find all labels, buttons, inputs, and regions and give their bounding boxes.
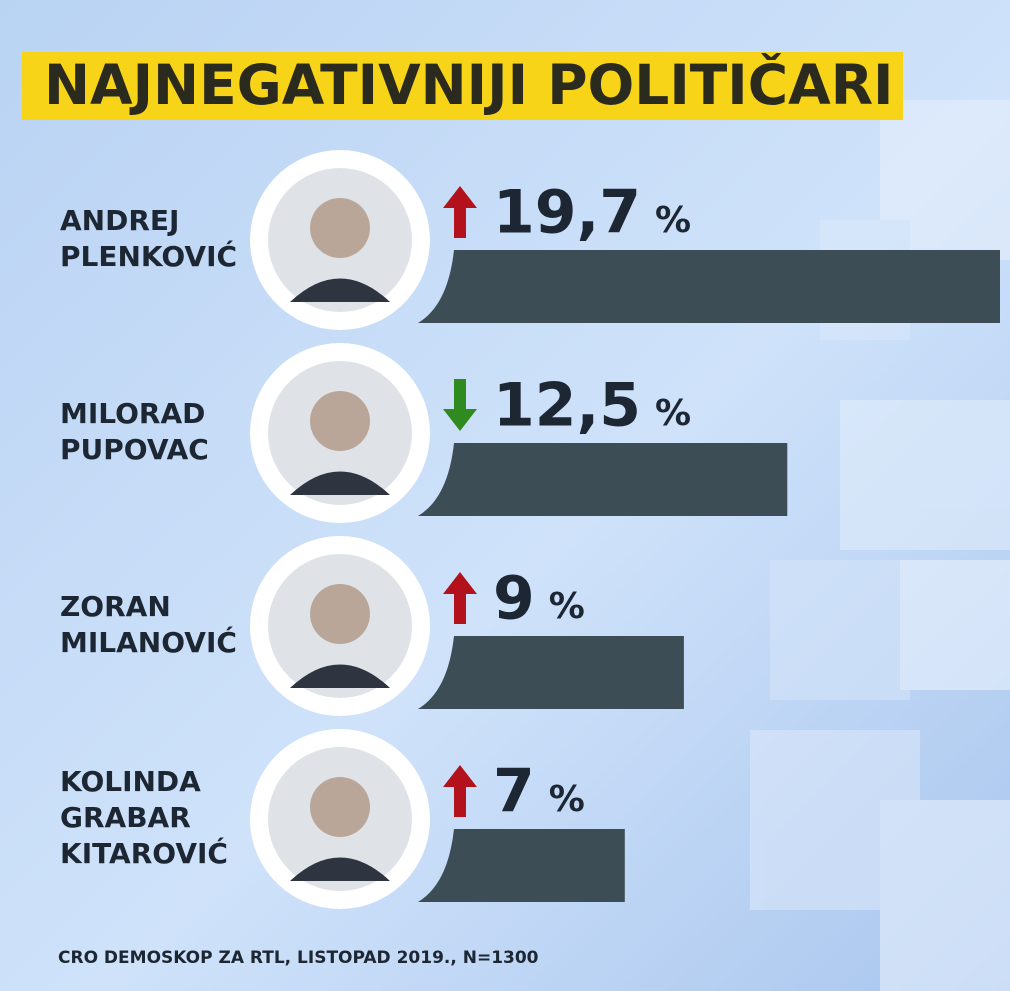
photo-head (310, 391, 370, 451)
category-label: MILANOVIĆ (60, 625, 237, 659)
value-label: 9 (493, 564, 535, 634)
bar (418, 250, 1000, 323)
value-suffix: % (655, 393, 691, 434)
bar (418, 829, 625, 902)
value-label: 7 (493, 757, 535, 827)
photo-head (310, 198, 370, 258)
category-label: MILORAD (60, 397, 205, 430)
category-label: ANDREJ (60, 204, 179, 237)
category-label: PUPOVAC (60, 433, 209, 466)
source: CRO DEMOSKOP ZA RTL, LISTOPAD 2019., N=1… (58, 948, 539, 968)
photo-body (290, 278, 390, 302)
category-label: PLENKOVIĆ (60, 239, 237, 273)
value-suffix: % (549, 779, 585, 820)
photo-body (290, 664, 390, 688)
trend-arrow (443, 572, 477, 624)
category-label: GRABAR (60, 801, 191, 834)
value-label: 19,7 (493, 178, 641, 248)
photo-body (290, 471, 390, 495)
bar (418, 636, 684, 709)
photo-head (310, 777, 370, 837)
trend-arrow (443, 379, 477, 431)
bar (418, 443, 788, 516)
value-label: 12,5 (493, 371, 641, 441)
decor-cubes (750, 100, 1010, 991)
category-label: KITAROVIĆ (60, 836, 228, 870)
trend-arrow (443, 186, 477, 238)
photo-head (310, 584, 370, 644)
title-box (22, 52, 903, 120)
value-suffix: % (655, 200, 691, 241)
trend-arrow (443, 765, 477, 817)
chart-title: NAJNEGATIVNIJI POLITIČARI (44, 53, 894, 117)
category-label: KOLINDA (60, 765, 201, 798)
category-label: ZORAN (60, 590, 171, 623)
value-suffix: % (549, 586, 585, 627)
photo-body (290, 857, 390, 881)
